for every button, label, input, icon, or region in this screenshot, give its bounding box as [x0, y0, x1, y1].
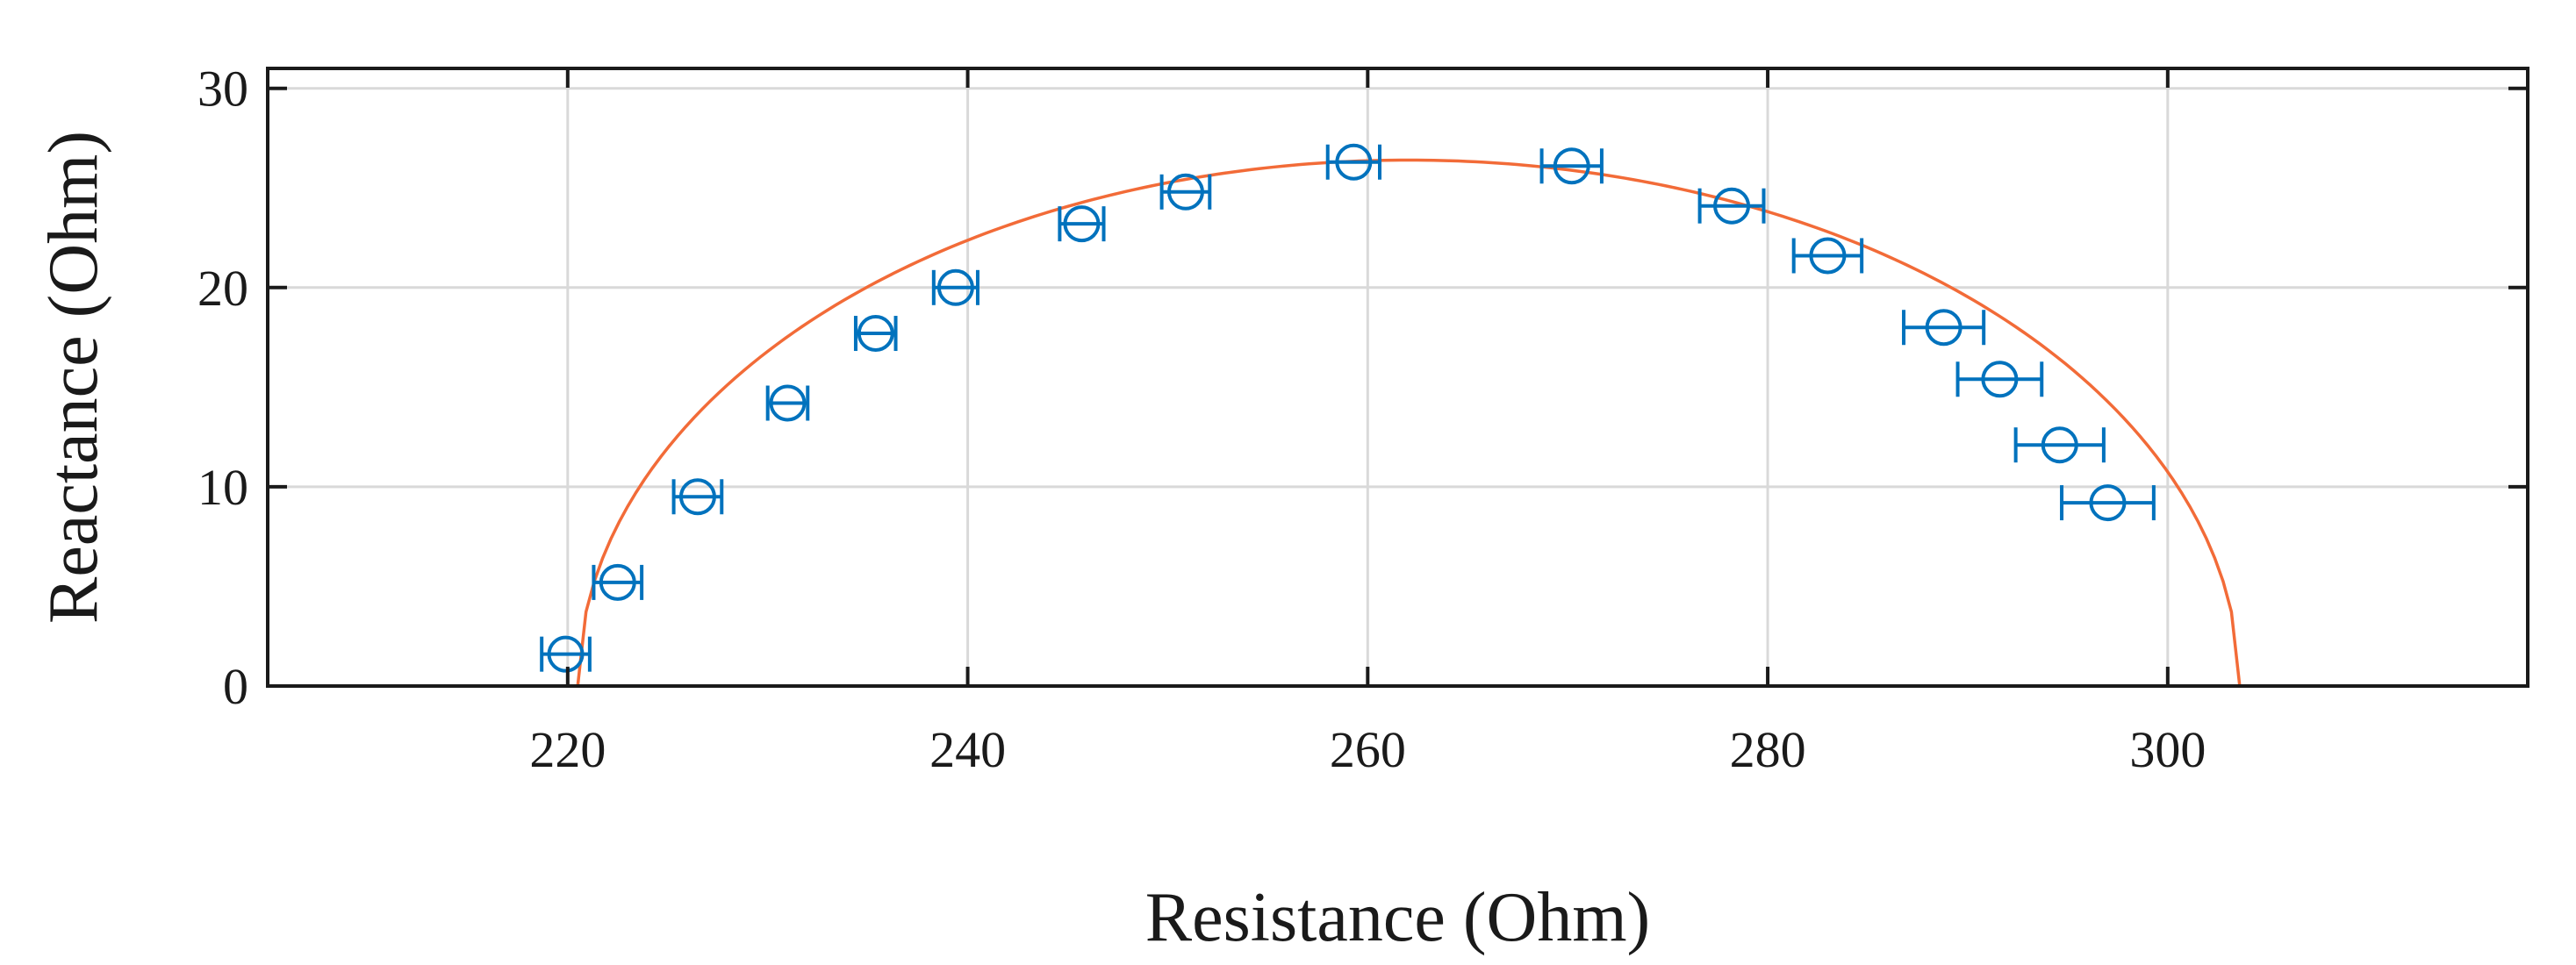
- y-tick-label: 30: [197, 61, 248, 118]
- data-point: [671, 478, 724, 516]
- x-tick-label: 300: [2129, 721, 2206, 778]
- y-axis-title: Reactance (Ohm): [35, 131, 112, 624]
- y-tick-label: 20: [197, 260, 248, 317]
- point-marker: [1335, 143, 1373, 181]
- data-point: [2013, 426, 2106, 464]
- data-point: [1539, 147, 1604, 185]
- point-marker: [599, 563, 636, 601]
- point-marker: [2089, 484, 2127, 522]
- point-marker: [857, 315, 894, 353]
- data-point: [1325, 143, 1381, 181]
- point-marker: [1809, 237, 1847, 275]
- x-tick-label: 220: [529, 721, 606, 778]
- point-marker: [1063, 205, 1101, 243]
- data-point: [592, 563, 644, 601]
- plot-frame: [266, 67, 2529, 688]
- data-point: [853, 315, 898, 353]
- axis-ticks: [268, 68, 2528, 688]
- fit-curve: [576, 158, 2242, 687]
- y-tick-labels: 0 10 20 30: [197, 61, 248, 715]
- data-point: [1902, 309, 1986, 347]
- y-tick-label: 10: [197, 459, 248, 516]
- fit-layer: [576, 158, 2242, 687]
- data-point: [1955, 361, 2044, 398]
- data-point: [1791, 237, 1864, 275]
- point-marker: [2041, 426, 2078, 464]
- x-tick-labels: 220 240 260 280 300: [529, 721, 2206, 778]
- y-tick-label: 0: [223, 658, 248, 715]
- x-axis-title: Resistance (Ohm): [1145, 879, 1650, 956]
- point-marker: [936, 268, 974, 306]
- data-point: [540, 635, 592, 673]
- data-point: [765, 384, 810, 422]
- point-marker: [1166, 173, 1204, 211]
- data-point: [1058, 205, 1106, 243]
- data-point: [1159, 173, 1212, 211]
- data-point: [1697, 187, 1766, 225]
- x-tick-label: 280: [1730, 721, 1806, 778]
- x-tick-label: 240: [929, 721, 1006, 778]
- point-marker: [1713, 187, 1751, 225]
- point-marker: [678, 478, 716, 516]
- point-marker: [1925, 309, 1962, 347]
- point-marker: [1553, 147, 1590, 185]
- point-marker: [547, 635, 585, 673]
- data-point: [2060, 484, 2156, 522]
- data-point: [931, 268, 979, 306]
- data-points: [540, 143, 2156, 673]
- x-tick-label: 260: [1330, 721, 1406, 778]
- point-marker: [1981, 361, 2019, 398]
- point-marker: [769, 384, 807, 422]
